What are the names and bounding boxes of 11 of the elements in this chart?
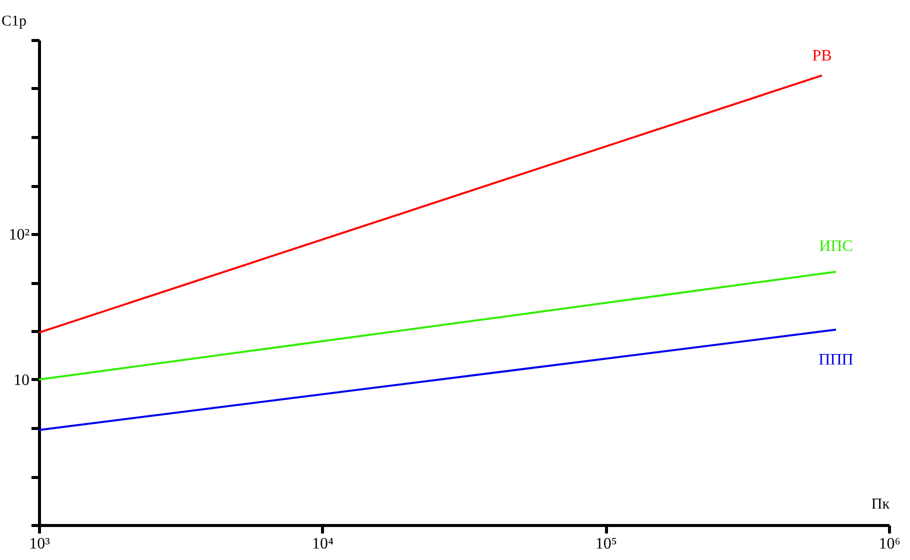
x-tick-label: 10⁵ <box>595 536 617 552</box>
x-axis-title: Пк <box>871 496 890 512</box>
x-tick-label: 10⁶ <box>878 536 900 552</box>
series-label: РВ <box>812 47 832 64</box>
y-axis-title: C1p <box>2 14 27 30</box>
x-tick-label: 10⁴ <box>312 536 334 552</box>
y-tick-label: 10² <box>8 226 30 244</box>
series-label: ППП <box>818 352 854 369</box>
series-label: ИПС <box>819 238 853 255</box>
x-tick-label: 10³ <box>29 536 50 552</box>
y-tick-label: 10 <box>14 372 30 389</box>
